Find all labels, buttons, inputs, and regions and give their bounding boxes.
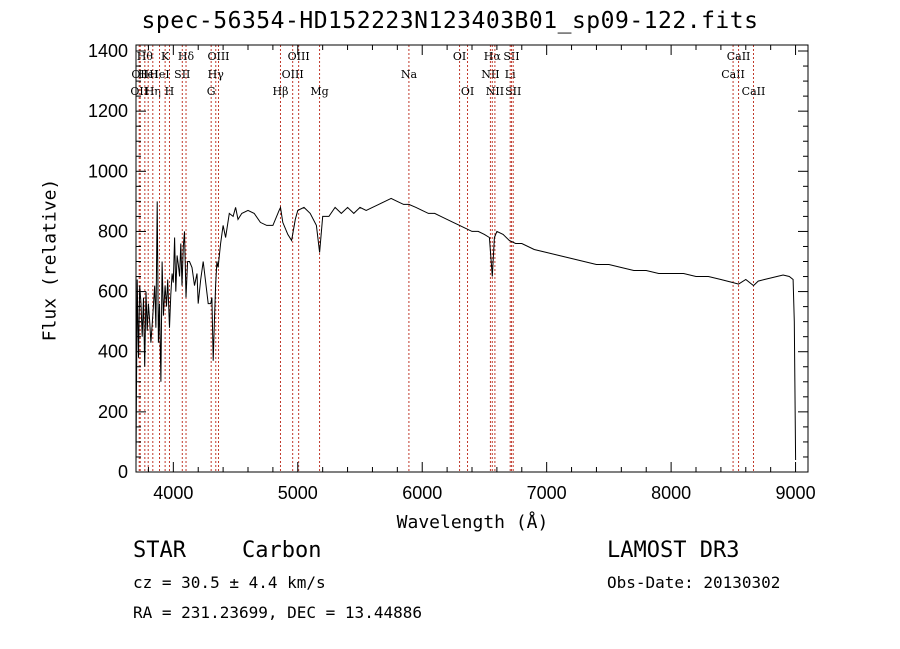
line-marker-label: NII xyxy=(481,68,499,81)
line-marker-label: K xyxy=(161,50,170,63)
observation-date: Obs-Date: 20130302 xyxy=(607,573,781,592)
y-tick-label: 1400 xyxy=(88,41,128,61)
line-marker-label: OIII xyxy=(288,50,310,63)
line-marker-label: G xyxy=(207,85,216,98)
line-marker-label: CaII xyxy=(721,68,745,81)
y-tick-label: 1000 xyxy=(88,161,128,181)
line-marker-label: Li xyxy=(505,68,516,81)
chart-title: spec-56354-HD152223N123403B01_sp09-122.f… xyxy=(141,8,759,34)
line-marker-label: SII xyxy=(505,85,521,98)
spectral-line-markers: OIIOIIHθHeIHηHeIKHSIIHδGHγOIIIHβOIIIOIII… xyxy=(130,45,765,472)
y-axis-label: Flux (relative) xyxy=(39,178,61,342)
flux-series-line xyxy=(135,197,797,464)
line-marker-label: HeI xyxy=(149,68,169,81)
y-tick-label: 400 xyxy=(98,342,128,362)
line-marker-label: Hδ xyxy=(178,50,195,63)
line-marker-label: OII xyxy=(130,85,148,98)
redshift-cz: cz = 30.5 ± 4.4 km/s xyxy=(133,573,326,592)
line-marker-label: Na xyxy=(401,68,418,81)
axis-ticks: 4000 5000 6000 7000 8000 9000 0 200 400 600 800 100… xyxy=(88,41,816,503)
line-marker-label: Hγ xyxy=(208,68,225,81)
line-marker-label: Hα xyxy=(484,50,502,63)
line-marker-label: OI xyxy=(453,50,466,63)
line-marker-label: SII xyxy=(174,68,190,81)
survey-name: LAMOST DR3 xyxy=(607,538,740,563)
y-tick-label: 800 xyxy=(98,221,128,241)
line-marker-label: H xyxy=(165,85,175,98)
y-tick-label: 200 xyxy=(98,402,128,422)
x-tick-label: 7000 xyxy=(527,483,567,503)
line-marker-label: Hη xyxy=(145,85,161,98)
x-tick-label: 5000 xyxy=(278,483,318,503)
x-tick-label: 4000 xyxy=(153,483,193,503)
line-marker-label: Mg xyxy=(310,85,328,98)
line-marker-label: CaII xyxy=(727,50,751,63)
line-marker-label: CaII xyxy=(742,85,766,98)
line-marker-label: OIII xyxy=(282,68,304,81)
y-tick-label: 0 xyxy=(118,462,128,482)
object-subclass: Carbon xyxy=(242,538,322,563)
object-class: STAR xyxy=(133,538,186,563)
line-marker-label: HeI xyxy=(138,68,158,81)
line-marker-label: NII xyxy=(486,85,504,98)
plot-frame xyxy=(135,44,809,473)
x-tick-label: 9000 xyxy=(776,483,816,503)
ra-dec-coordinates: RA = 231.23699, DEC = 13.44886 xyxy=(133,603,422,622)
line-marker-label: OI xyxy=(461,85,474,98)
x-tick-label: 8000 xyxy=(651,483,691,503)
line-marker-label: SII xyxy=(503,50,519,63)
y-tick-label: 600 xyxy=(98,282,128,302)
line-marker-label: OIII xyxy=(207,50,229,63)
line-marker-label: Hθ xyxy=(137,50,154,63)
line-marker-label: Hβ xyxy=(273,85,289,98)
x-axis-label: Wavelength (Å) xyxy=(396,512,549,533)
y-tick-label: 1200 xyxy=(88,101,128,121)
x-tick-label: 6000 xyxy=(402,483,442,503)
